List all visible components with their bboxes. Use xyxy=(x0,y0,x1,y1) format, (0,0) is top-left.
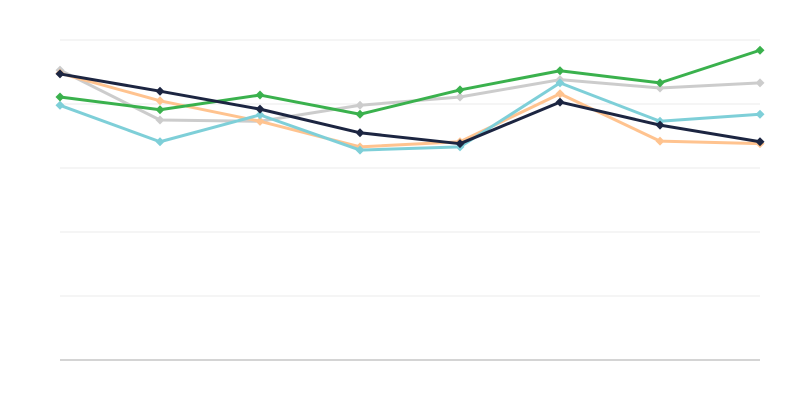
series-line xyxy=(59,48,761,116)
data-point[interactable] xyxy=(755,45,765,55)
data-point[interactable] xyxy=(155,86,165,96)
data-point[interactable] xyxy=(655,78,665,88)
data-point[interactable] xyxy=(355,109,365,119)
data-point[interactable] xyxy=(55,100,65,110)
data-point[interactable] xyxy=(555,78,565,88)
data-point[interactable] xyxy=(355,145,365,155)
data-point[interactable] xyxy=(655,136,665,146)
data-point[interactable] xyxy=(455,139,465,149)
data-point[interactable] xyxy=(655,83,665,93)
data-point[interactable] xyxy=(655,120,665,130)
data-point[interactable] xyxy=(355,128,365,138)
data-point[interactable] xyxy=(55,92,65,102)
data-point[interactable] xyxy=(455,92,465,102)
data-point[interactable] xyxy=(755,137,765,147)
data-point[interactable] xyxy=(155,105,165,115)
data-point[interactable] xyxy=(255,104,265,114)
data-point[interactable] xyxy=(255,116,265,126)
data-point[interactable] xyxy=(255,90,265,100)
data-point[interactable] xyxy=(255,110,265,120)
data-point[interactable] xyxy=(455,85,465,95)
data-point[interactable] xyxy=(555,89,565,99)
data-point[interactable] xyxy=(555,97,565,107)
series-0 xyxy=(55,65,765,126)
data-point[interactable] xyxy=(155,137,165,147)
data-point[interactable] xyxy=(555,66,565,76)
series-line xyxy=(59,72,761,146)
series-3 xyxy=(55,45,765,119)
data-point[interactable] xyxy=(155,115,165,125)
data-point[interactable] xyxy=(355,100,365,110)
data-point[interactable] xyxy=(155,96,165,106)
series-line xyxy=(59,71,761,149)
series-4 xyxy=(55,69,765,149)
series-group xyxy=(55,45,765,155)
data-point[interactable] xyxy=(755,109,765,119)
data-point[interactable] xyxy=(55,69,65,79)
series-line xyxy=(59,81,761,152)
series-line xyxy=(59,68,761,123)
data-point[interactable] xyxy=(755,78,765,88)
